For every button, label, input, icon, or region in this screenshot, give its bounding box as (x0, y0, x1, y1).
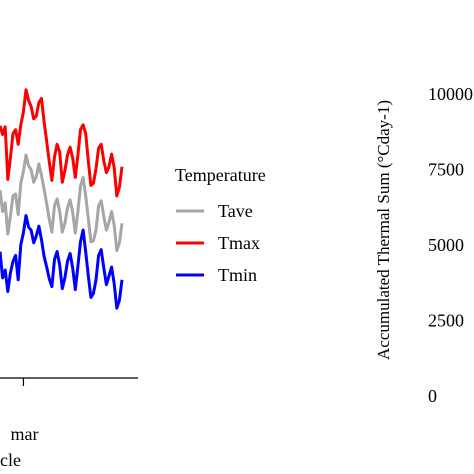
x-axis-ticks: mar (10, 378, 38, 444)
x-tick-label: mar (10, 424, 38, 444)
legend: Temperature Tave Tmax Tmin (175, 165, 266, 285)
series-line-tmin (0, 214, 124, 310)
legend-label-tmax: Tmax (218, 233, 260, 253)
y-axis-tick-labels: 0 2500 5000 7500 10000 (428, 84, 473, 406)
legend-label-tave: Tave (218, 201, 253, 221)
y-axis-label: Accumulated Thermal Sum (°Cday-1) (374, 100, 393, 360)
y-tick-label: 0 (428, 386, 437, 406)
y-tick-label: 7500 (428, 160, 464, 180)
legend-title: Temperature (175, 165, 266, 185)
y-tick-label: 10000 (428, 84, 473, 104)
temperature-series-lines (0, 88, 124, 310)
legend-label-tmin: Tmin (218, 265, 257, 285)
x-axis-label: cle (0, 450, 21, 470)
y-tick-label: 5000 (428, 235, 464, 255)
y-tick-label: 2500 (428, 311, 464, 331)
temperature-chart: mar cle (0, 88, 138, 470)
series-line-tmax (0, 88, 124, 198)
thermal-sum-chart: Accumulated Thermal Sum (°Cday-1) 0 2500 5… (374, 84, 473, 406)
series-line-tave (0, 153, 124, 253)
